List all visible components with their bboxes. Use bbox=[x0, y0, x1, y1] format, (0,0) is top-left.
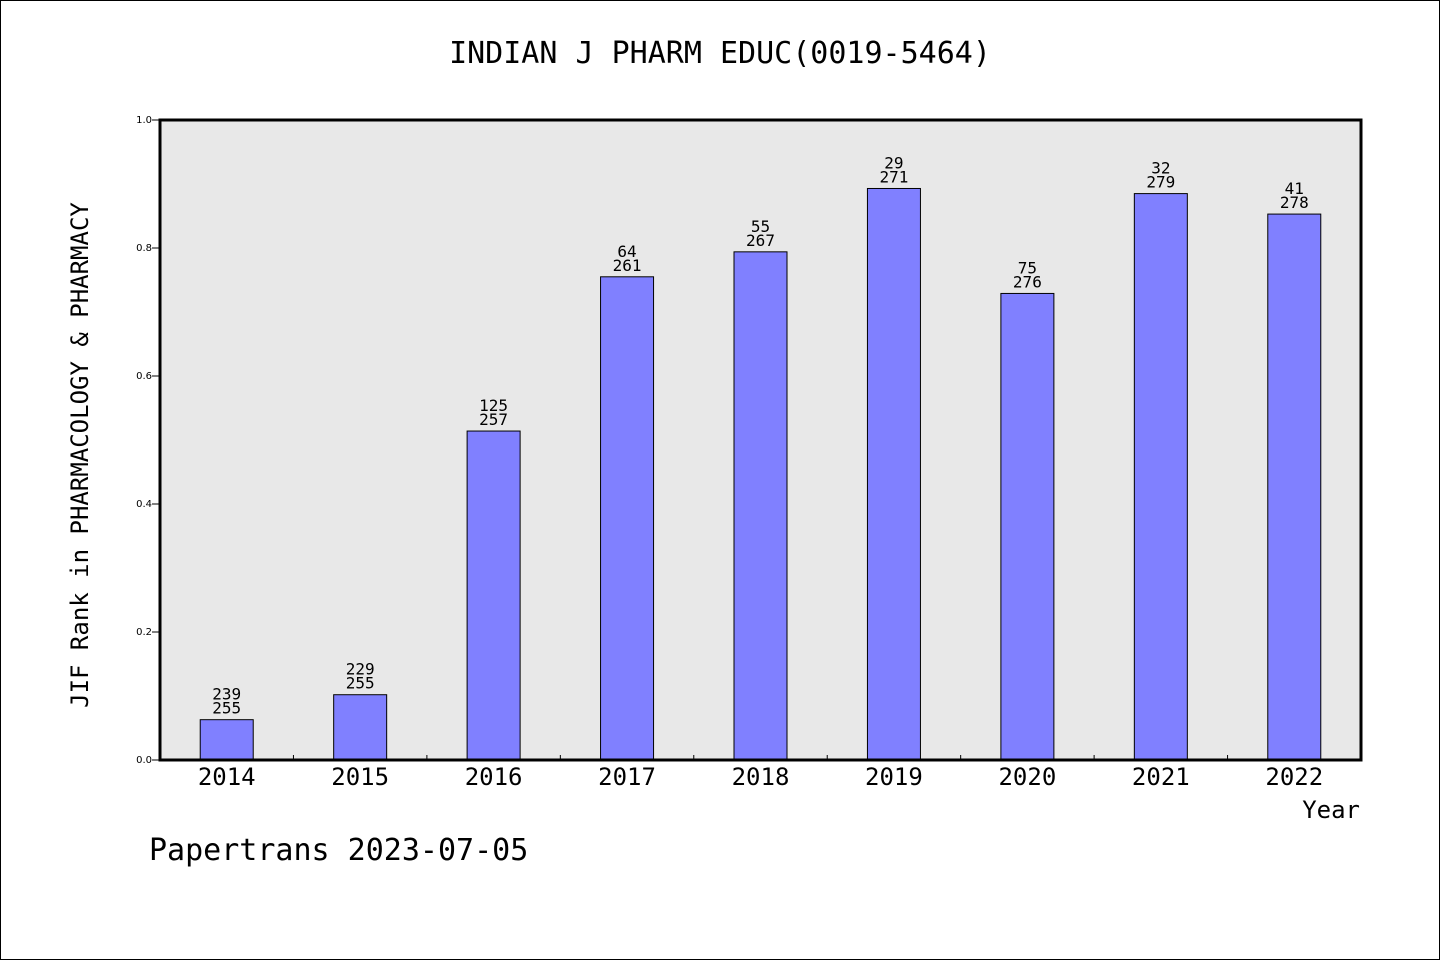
bar-rank-label: 75 bbox=[1018, 258, 1037, 277]
y-tick-label: 0.8 bbox=[136, 243, 152, 254]
bar-rank-label: 229 bbox=[346, 660, 375, 679]
bar bbox=[1133, 193, 1188, 761]
bar-total-label: 276 bbox=[1013, 272, 1042, 291]
bar-rank-label: 32 bbox=[1151, 159, 1170, 178]
x-tick-label: 2015 bbox=[331, 763, 389, 791]
bar bbox=[1000, 292, 1055, 761]
y-tick-label: 0.0 bbox=[136, 755, 152, 766]
bar bbox=[333, 694, 388, 761]
bar bbox=[600, 276, 655, 761]
bar-rank-label: 125 bbox=[479, 396, 508, 415]
bar-rank-label: 55 bbox=[751, 217, 770, 236]
bar-total-label: 255 bbox=[346, 674, 375, 693]
x-tick-label: 2020 bbox=[998, 763, 1056, 791]
bar-total-label: 261 bbox=[613, 256, 642, 275]
x-tick-label: 2014 bbox=[198, 763, 256, 791]
bar-total-label: 255 bbox=[212, 699, 241, 718]
footer-stamp: Papertrans 2023-07-05 bbox=[149, 833, 529, 868]
bar-rank-label: 239 bbox=[212, 685, 241, 704]
x-tick-label: 2016 bbox=[465, 763, 523, 791]
bar-total-label: 278 bbox=[1280, 193, 1309, 212]
chart-title: INDIAN J PHARM EDUC(0019-5464) bbox=[449, 36, 991, 71]
x-tick-label: 2017 bbox=[598, 763, 656, 791]
x-tick-label: 2018 bbox=[732, 763, 790, 791]
y-tick-label: 1.0 bbox=[136, 115, 152, 126]
bar-rank-label: 29 bbox=[884, 153, 903, 172]
bar-total-label: 271 bbox=[879, 167, 908, 186]
bar-rank-label: 41 bbox=[1285, 179, 1304, 198]
bar-total-label: 267 bbox=[746, 231, 775, 250]
bar-total-label: 279 bbox=[1146, 173, 1175, 192]
bar bbox=[199, 719, 254, 761]
y-tick-label: 0.4 bbox=[136, 499, 152, 510]
y-tick-label: 0.6 bbox=[136, 371, 152, 382]
x-tick-label: 2022 bbox=[1265, 763, 1323, 791]
y-tick-label: 0.2 bbox=[136, 627, 152, 638]
bar bbox=[466, 430, 521, 761]
bar-rank-label: 64 bbox=[617, 242, 636, 261]
bar bbox=[866, 187, 921, 761]
bar bbox=[1267, 213, 1322, 761]
x-tick-label: 2019 bbox=[865, 763, 923, 791]
plot-border bbox=[158, 118, 1363, 762]
x-axis-label: Year bbox=[1302, 796, 1360, 824]
bar bbox=[733, 251, 788, 761]
x-tick-label: 2021 bbox=[1132, 763, 1190, 791]
bar-total-label: 257 bbox=[479, 410, 508, 429]
